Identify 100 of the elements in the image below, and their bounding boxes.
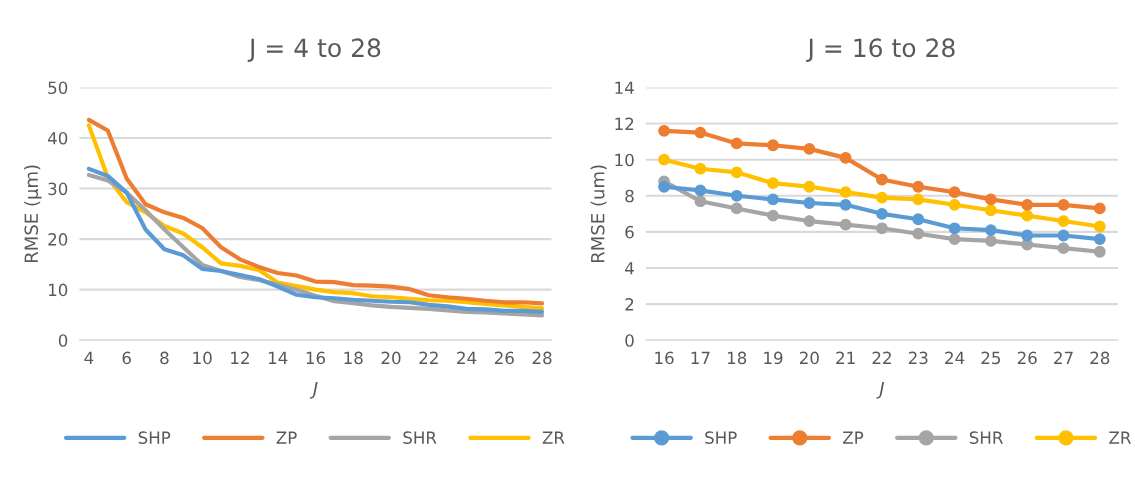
point: [730, 202, 743, 215]
point: [839, 186, 852, 199]
point: [876, 191, 888, 204]
x-tick-label: 10: [193, 351, 212, 365]
point: [1021, 198, 1034, 211]
y-axis-title: RMSE (um): [590, 165, 607, 262]
legend-label: SHP: [705, 431, 737, 444]
x-axis-title: J: [876, 381, 885, 399]
point: [803, 197, 816, 209]
point: [984, 224, 997, 236]
chart-title: J = 4 to 28: [247, 38, 381, 62]
point: [912, 213, 925, 226]
y-tick-label: 10: [48, 283, 68, 297]
y-tick-label: 30: [48, 182, 68, 196]
y-tick-label: 0: [625, 334, 634, 347]
point: [839, 218, 852, 231]
legend-label: SHR: [403, 431, 437, 444]
x-tick-label: 16: [306, 351, 326, 365]
x-tick-label: 23: [908, 351, 928, 365]
point: [1057, 198, 1070, 211]
point: [1057, 215, 1070, 227]
x-tick-label: 20: [799, 351, 819, 365]
y-axis-title: RMSE (µm): [24, 165, 42, 263]
x-tick-label: 12: [231, 351, 249, 364]
x-tick-label: 17: [691, 351, 710, 364]
point: [912, 227, 925, 240]
x-tick-label: 19: [764, 351, 783, 365]
point: [658, 124, 670, 137]
chart-title: J = 16 to 28: [806, 38, 955, 62]
x-tick-label: 24: [457, 351, 477, 364]
point: [1093, 220, 1106, 233]
point: [658, 180, 670, 193]
point: [984, 235, 997, 247]
x-tick-label: 14: [268, 351, 288, 364]
point: [1057, 242, 1070, 255]
point: [694, 126, 707, 139]
x-tick-label: 16: [655, 351, 674, 365]
legend-label: ZP: [276, 431, 297, 444]
y-tick-label: 14: [615, 81, 634, 94]
point: [730, 166, 743, 179]
point: [948, 233, 961, 246]
legend-label: ZR: [1109, 431, 1131, 444]
x-axis-title: J: [309, 381, 318, 399]
x-tick-label: 4: [84, 351, 94, 364]
point: [803, 215, 816, 227]
y-tick-label: 10: [615, 153, 634, 167]
point: [767, 177, 779, 190]
x-tick-label: 26: [494, 351, 514, 365]
point: [803, 142, 816, 155]
x-tick-label: 28: [532, 351, 552, 365]
y-tick-label: 4: [625, 262, 634, 275]
point: [767, 209, 779, 222]
point: [876, 173, 888, 186]
x-tick-label: 18: [727, 351, 747, 365]
x-tick-label: 26: [1017, 351, 1037, 365]
point: [1057, 229, 1070, 242]
x-tick-label: 22: [419, 351, 438, 364]
y-tick-label: 50: [48, 81, 68, 95]
point: [948, 198, 961, 211]
legend-label: SHP: [138, 431, 171, 444]
point: [912, 180, 925, 193]
point: [876, 207, 888, 220]
point: [694, 162, 707, 175]
x-tick-label: 20: [381, 351, 401, 365]
y-tick-label: 8: [625, 189, 634, 203]
x-tick-label: 18: [344, 351, 363, 365]
point: [767, 139, 779, 152]
point: [948, 186, 961, 199]
point: [984, 204, 997, 217]
point: [694, 184, 707, 197]
x-tick-label: 22: [872, 351, 891, 364]
point: [658, 153, 670, 166]
y-tick-label: 12: [615, 117, 634, 130]
x-tick-label: 24: [945, 351, 965, 364]
point: [1021, 229, 1034, 242]
point: [730, 189, 743, 202]
point: [876, 222, 888, 235]
point: [912, 193, 925, 206]
point: [767, 193, 779, 206]
point: [1093, 233, 1106, 246]
y-tick-label: 2: [625, 298, 634, 311]
point: [948, 222, 961, 235]
point: [730, 137, 743, 150]
y-tick-label: 0: [58, 334, 68, 347]
x-tick-label: 6: [122, 351, 131, 365]
point: [839, 151, 852, 164]
x-tick-label: 25: [981, 351, 1001, 365]
legend-label: ZR: [542, 431, 565, 444]
point: [839, 198, 852, 211]
y-tick-label: 20: [48, 233, 68, 246]
x-tick-label: 21: [836, 351, 855, 364]
x-tick-label: 28: [1090, 351, 1110, 365]
legend-label: SHR: [969, 431, 1003, 444]
point: [984, 193, 997, 206]
point: [803, 180, 816, 193]
legend-label: ZP: [843, 431, 864, 444]
point: [1093, 245, 1106, 258]
y-tick-label: 6: [625, 225, 634, 239]
x-tick-label: 27: [1054, 351, 1073, 364]
x-tick-label: 8: [160, 351, 169, 365]
